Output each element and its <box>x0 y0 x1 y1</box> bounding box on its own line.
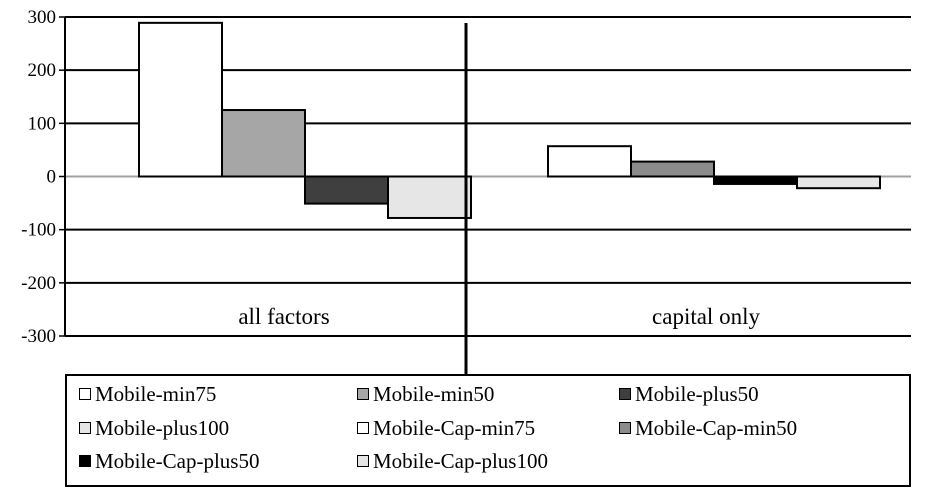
legend-swatch <box>357 455 369 467</box>
bar-mobile-cap-plus50 <box>713 175 798 185</box>
legend-item: Mobile-min75 <box>79 379 216 409</box>
bar-mobile-plus100 <box>387 175 472 219</box>
legend-swatch <box>357 388 369 400</box>
category-labels: all factors capital only <box>238 304 760 329</box>
legend: Mobile-min75 Mobile-min50 Mobile-plus50 Mob… <box>65 374 911 487</box>
legend-item: Mobile-Cap-plus100 <box>357 446 548 476</box>
legend-swatch <box>79 388 91 400</box>
legend-item: Mobile-plus50 <box>619 379 759 409</box>
legend-label: Mobile-plus50 <box>635 381 759 406</box>
legend-label: Mobile-min75 <box>95 381 217 406</box>
legend-item: Mobile-plus100 <box>79 413 229 443</box>
axes <box>64 17 468 374</box>
y-tick-label: -300 <box>21 326 56 347</box>
legend-swatch <box>79 422 91 434</box>
y-tick-label: -200 <box>21 273 56 294</box>
bars <box>138 21 881 219</box>
legend-item: Mobile-Cap-plus50 <box>79 446 259 476</box>
bar-mobile-cap-min75 <box>547 145 632 178</box>
y-tick-labels: 300 200 100 0 -100 -200 -300 <box>21 7 56 347</box>
legend-swatch <box>619 422 631 434</box>
bar-mobile-min75 <box>138 21 223 178</box>
bar-mobile-plus50 <box>304 175 389 205</box>
legend-label: Mobile-Cap-min50 <box>635 415 798 440</box>
y-tick-label: -100 <box>21 220 56 241</box>
legend-item: Mobile-min50 <box>357 379 494 409</box>
legend-item: Mobile-Cap-min50 <box>619 413 797 443</box>
legend-item: Mobile-Cap-min75 <box>357 413 535 443</box>
legend-label: Mobile-Cap-plus50 <box>95 448 260 473</box>
y-tick-label: 300 <box>28 7 57 28</box>
y-tick-label: 0 <box>47 167 57 188</box>
bar-chart: 300 200 100 0 -100 -200 -300 all factors capita… <box>21 7 911 374</box>
legend-swatch <box>357 422 369 434</box>
y-tick-label: 200 <box>28 60 57 81</box>
y-tick-label: 100 <box>28 113 57 134</box>
legend-label: Mobile-Cap-min75 <box>373 415 536 440</box>
legend-swatch <box>619 388 631 400</box>
category-label: all factors <box>238 304 329 329</box>
legend-swatch <box>79 455 91 467</box>
legend-label: Mobile-min50 <box>373 381 495 406</box>
bar-mobile-min50 <box>221 109 306 178</box>
bar-mobile-cap-plus100 <box>796 175 881 190</box>
legend-label: Mobile-plus100 <box>95 415 230 440</box>
category-label: capital only <box>652 304 760 329</box>
legend-label: Mobile-Cap-plus100 <box>373 448 548 473</box>
bar-mobile-cap-min50 <box>630 160 715 178</box>
